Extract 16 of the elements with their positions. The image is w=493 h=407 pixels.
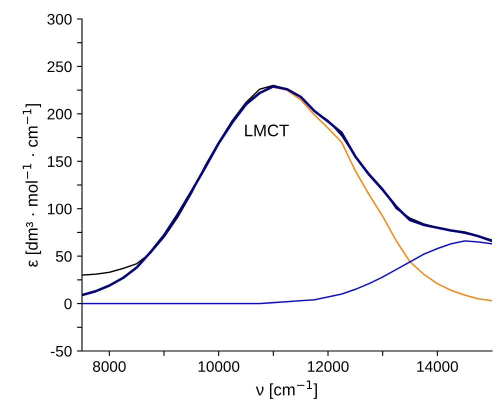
x-tick-label: 10000: [198, 361, 240, 372]
y-axis-title: ε [dm³ · mol$^{−1}$ · cm$^{−1}$]: [22, 104, 42, 267]
x-tick-label: 12000: [308, 361, 349, 372]
x-tick-label: 8000: [93, 361, 126, 372]
annotation: LMCT: [245, 124, 289, 136]
y-tick-label: 50: [56, 251, 72, 262]
y-tick-label: 200: [48, 108, 72, 120]
y-tick-label: -50: [50, 346, 72, 357]
y-tick-label: 100: [48, 204, 72, 214]
y-tick-label: 0: [64, 298, 72, 310]
x-tick-label: 14000: [417, 361, 458, 372]
y-tick-label: 300: [47, 14, 72, 25]
x-axis-title: ν [cm$^{−1}$]: [256, 380, 317, 399]
y-tick-label: 150: [48, 156, 72, 167]
y-tick-label: 250: [48, 61, 72, 72]
line-series: [82, 240, 492, 304]
